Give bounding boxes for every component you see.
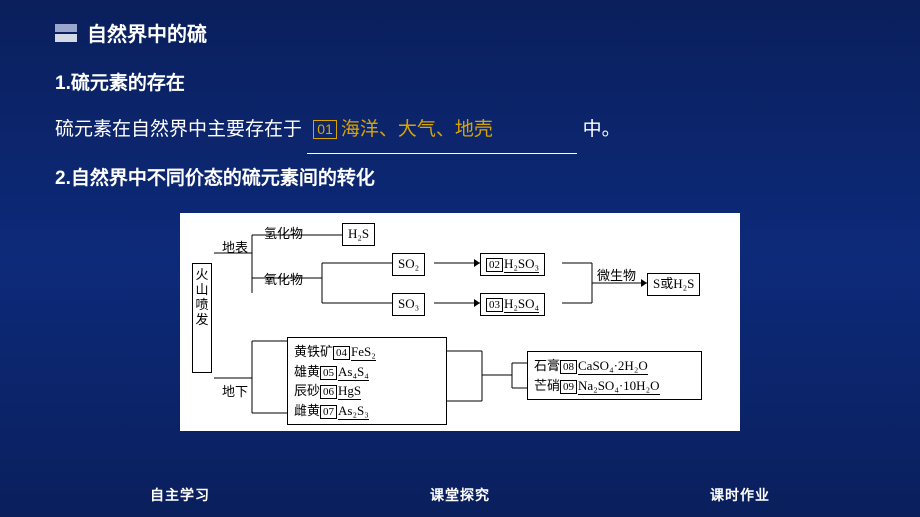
nav-self-study[interactable]: 自主学习 — [150, 485, 210, 505]
pyrite-formula: FeS₂ — [351, 344, 376, 361]
orpiment-label: 雌黄 — [294, 403, 320, 418]
mirabilite-row: 芒硝09Na₂SO₄·10H₂O — [534, 376, 695, 396]
orpiment-formula: As₂S₃ — [338, 403, 369, 420]
nav-homework[interactable]: 课时作业 — [710, 485, 770, 505]
mirabilite-formula: Na₂SO₄·10H₂O — [578, 378, 659, 395]
realgar-row: 雄黄05As₄S₄ — [294, 362, 440, 382]
h2so4-text: H₂SO₄ — [504, 296, 539, 313]
sulfate-group-box: 石膏08CaSO₄·2H₂O 芒硝09Na₂SO₄·10H₂O — [527, 351, 702, 400]
so3-box: SO₃ — [392, 293, 425, 316]
gypsum-row: 石膏08CaSO₄·2H₂O — [534, 356, 695, 376]
num-04: 04 — [333, 346, 350, 360]
gypsum-label: 石膏 — [534, 358, 560, 373]
volcano-box: 火山喷发 — [192, 263, 212, 373]
hydride-label: 氢化物 — [264, 223, 303, 242]
cinnabar-label: 辰砂 — [294, 383, 320, 398]
s-or-h2s-box: S或H₂S — [647, 273, 700, 296]
underground-label: 地下 — [222, 381, 248, 400]
sentence-1: 硫元素在自然界中主要存在于 01海洋、大气、地壳 中。 — [55, 109, 865, 154]
so2-box: SO₂ — [392, 253, 425, 276]
blank-1: 01海洋、大气、地壳 — [307, 109, 577, 154]
h2so4-box: 03H₂SO₄ — [480, 293, 545, 316]
answer-number-01: 01 — [313, 120, 337, 139]
sentence-prefix: 硫元素在自然界中主要存在于 — [55, 119, 302, 140]
mineral-group-box: 黄铁矿04FeS₂ 雄黄05As₄S₄ 辰砂06HgS 雌黄07As₂S₃ — [287, 337, 447, 425]
num-03: 03 — [486, 298, 503, 312]
num-06: 06 — [320, 385, 337, 399]
answer-text-01: 海洋、大气、地壳 — [341, 119, 493, 140]
subheading-2: 2.自然界中不同价态的硫元素间的转化 — [55, 158, 865, 200]
subheading-1: 1.硫元素的存在 — [55, 63, 865, 105]
cinnabar-formula: HgS — [338, 383, 361, 400]
h2so3-text: H₂SO₃ — [504, 256, 539, 273]
orpiment-row: 雌黄07As₂S₃ — [294, 401, 440, 421]
num-05: 05 — [320, 366, 337, 380]
nav-class-explore[interactable]: 课堂探究 — [430, 485, 490, 505]
h2so3-box: 02H₂SO₃ — [480, 253, 545, 276]
microbe-label: 微生物 — [597, 265, 636, 284]
footer-nav: 自主学习 课堂探究 课时作业 — [0, 485, 920, 505]
oxide-label: 氧化物 — [264, 269, 303, 288]
sentence-suffix: 中。 — [583, 119, 621, 140]
sulfur-diagram: 火山喷发 地表 地下 氢化物 氧化物 H₂S SO₂ SO₃ 02H₂SO₃ 0… — [192, 223, 728, 421]
pyrite-label: 黄铁矿 — [294, 344, 333, 359]
num-08: 08 — [560, 360, 577, 374]
realgar-label: 雄黄 — [294, 364, 320, 379]
realgar-formula: As₄S₄ — [338, 364, 369, 381]
num-07: 07 — [320, 405, 337, 419]
gypsum-formula: CaSO₄·2H₂O — [578, 358, 648, 375]
num-02: 02 — [486, 258, 503, 272]
mirabilite-label: 芒硝 — [534, 378, 560, 393]
section-title: 自然界中的硫 — [87, 18, 207, 47]
surface-label: 地表 — [222, 237, 248, 256]
h2s-box: H₂S — [342, 223, 375, 246]
diagram-panel: 火山喷发 地表 地下 氢化物 氧化物 H₂S SO₂ SO₃ 02H₂SO₃ 0… — [180, 213, 740, 431]
section-header: 自然界中的硫 — [55, 18, 865, 47]
cinnabar-row: 辰砂06HgS — [294, 381, 440, 401]
section-one-icon — [55, 24, 77, 42]
num-09: 09 — [560, 380, 577, 394]
pyrite-row: 黄铁矿04FeS₂ — [294, 342, 440, 362]
